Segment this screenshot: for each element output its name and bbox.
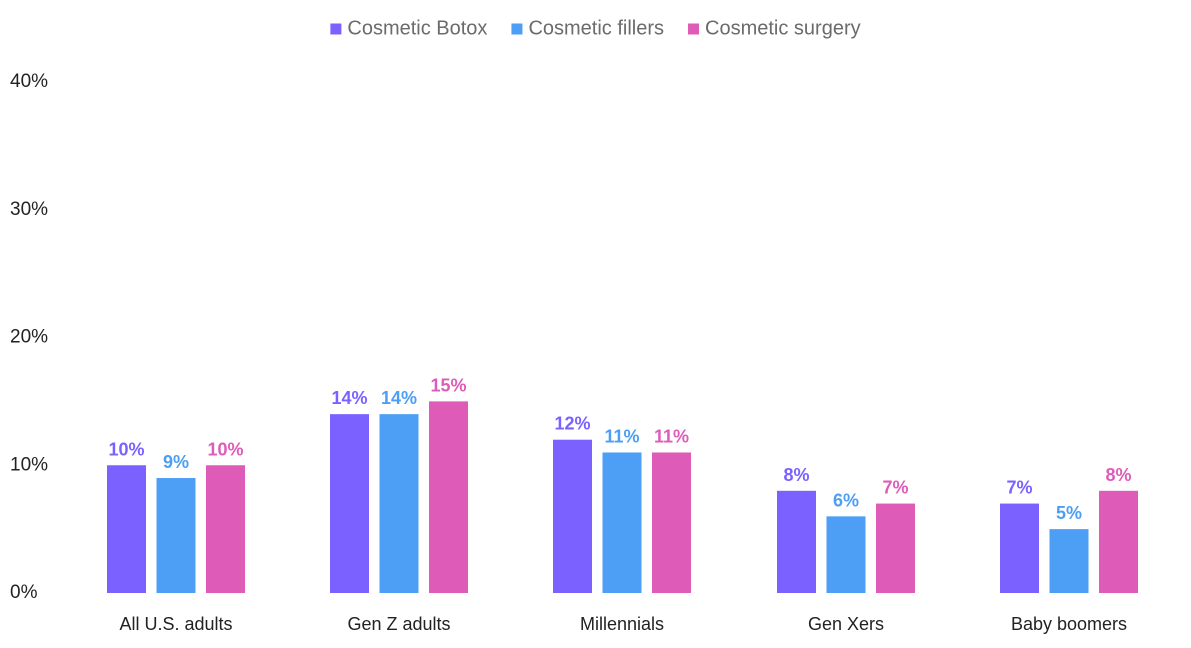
legend-label: Cosmetic Botox — [347, 17, 487, 39]
legend-swatch — [330, 23, 342, 35]
bar — [553, 439, 592, 593]
data-label: 10% — [108, 439, 144, 459]
data-label: 9% — [163, 452, 189, 472]
y-axis: 0% 10% 20% 30% 40% — [10, 71, 48, 603]
x-axis: All U.S. adults Gen Z adults Millennials Ge… — [119, 614, 1127, 634]
legend-swatch — [511, 23, 523, 35]
bar — [652, 452, 691, 593]
bar — [330, 414, 369, 593]
y-tick-label: 40% — [10, 71, 48, 92]
legend-item: Cosmetic surgery — [688, 17, 861, 39]
data-label: 15% — [430, 375, 466, 395]
data-label: 11% — [654, 426, 689, 446]
bar — [379, 414, 419, 593]
data-label: 11% — [604, 426, 639, 446]
data-label: 8% — [783, 465, 809, 485]
bar — [777, 490, 816, 593]
data-label: 7% — [1006, 478, 1032, 498]
y-tick-label: 20% — [10, 327, 48, 348]
data-label: 8% — [1105, 465, 1131, 485]
x-tick-label: Millennials — [580, 614, 664, 634]
bar — [876, 503, 915, 593]
legend: Cosmetic Botox Cosmetic fillers Cosmetic s… — [330, 17, 861, 39]
bar — [602, 452, 642, 593]
legend-label: Cosmetic fillers — [528, 17, 664, 39]
x-tick-label: Gen Z adults — [347, 614, 450, 634]
bar-group: 8% 6% 7% — [777, 465, 915, 593]
bar-group: 7% 5% 8% — [1000, 465, 1138, 593]
bar — [429, 401, 468, 593]
bar — [107, 465, 146, 593]
bar-group: 12% 11% 11% — [553, 414, 691, 593]
x-tick-label: Baby boomers — [1011, 614, 1127, 634]
y-tick-label: 30% — [10, 199, 48, 220]
bar-group: 14% 14% 15% — [330, 375, 468, 593]
legend-swatch — [688, 23, 700, 35]
data-label: 7% — [882, 478, 908, 498]
bar — [1000, 503, 1039, 593]
legend-item: Cosmetic Botox — [330, 17, 487, 39]
y-tick-label: 10% — [10, 454, 48, 475]
y-tick-label: 0% — [10, 582, 38, 603]
bars: 10% 9% 10% 14% 14% 15% 12% 11% 11% 8% 6% 7% 7% 5% 8% — [107, 375, 1138, 593]
data-label: 5% — [1056, 503, 1082, 523]
data-label: 14% — [381, 388, 417, 408]
bar — [206, 465, 245, 593]
data-label: 6% — [833, 490, 859, 510]
data-label: 10% — [207, 439, 243, 459]
x-tick-label: All U.S. adults — [119, 614, 232, 634]
bar — [1049, 529, 1089, 593]
legend-item: Cosmetic fillers — [511, 17, 664, 39]
bar — [1099, 490, 1138, 593]
bar-group: 10% 9% 10% — [107, 439, 245, 593]
x-tick-label: Gen Xers — [808, 614, 884, 634]
bar — [826, 516, 866, 593]
data-label: 14% — [331, 388, 367, 408]
legend-label: Cosmetic surgery — [705, 17, 861, 39]
bar — [156, 478, 196, 593]
data-label: 12% — [554, 414, 590, 434]
